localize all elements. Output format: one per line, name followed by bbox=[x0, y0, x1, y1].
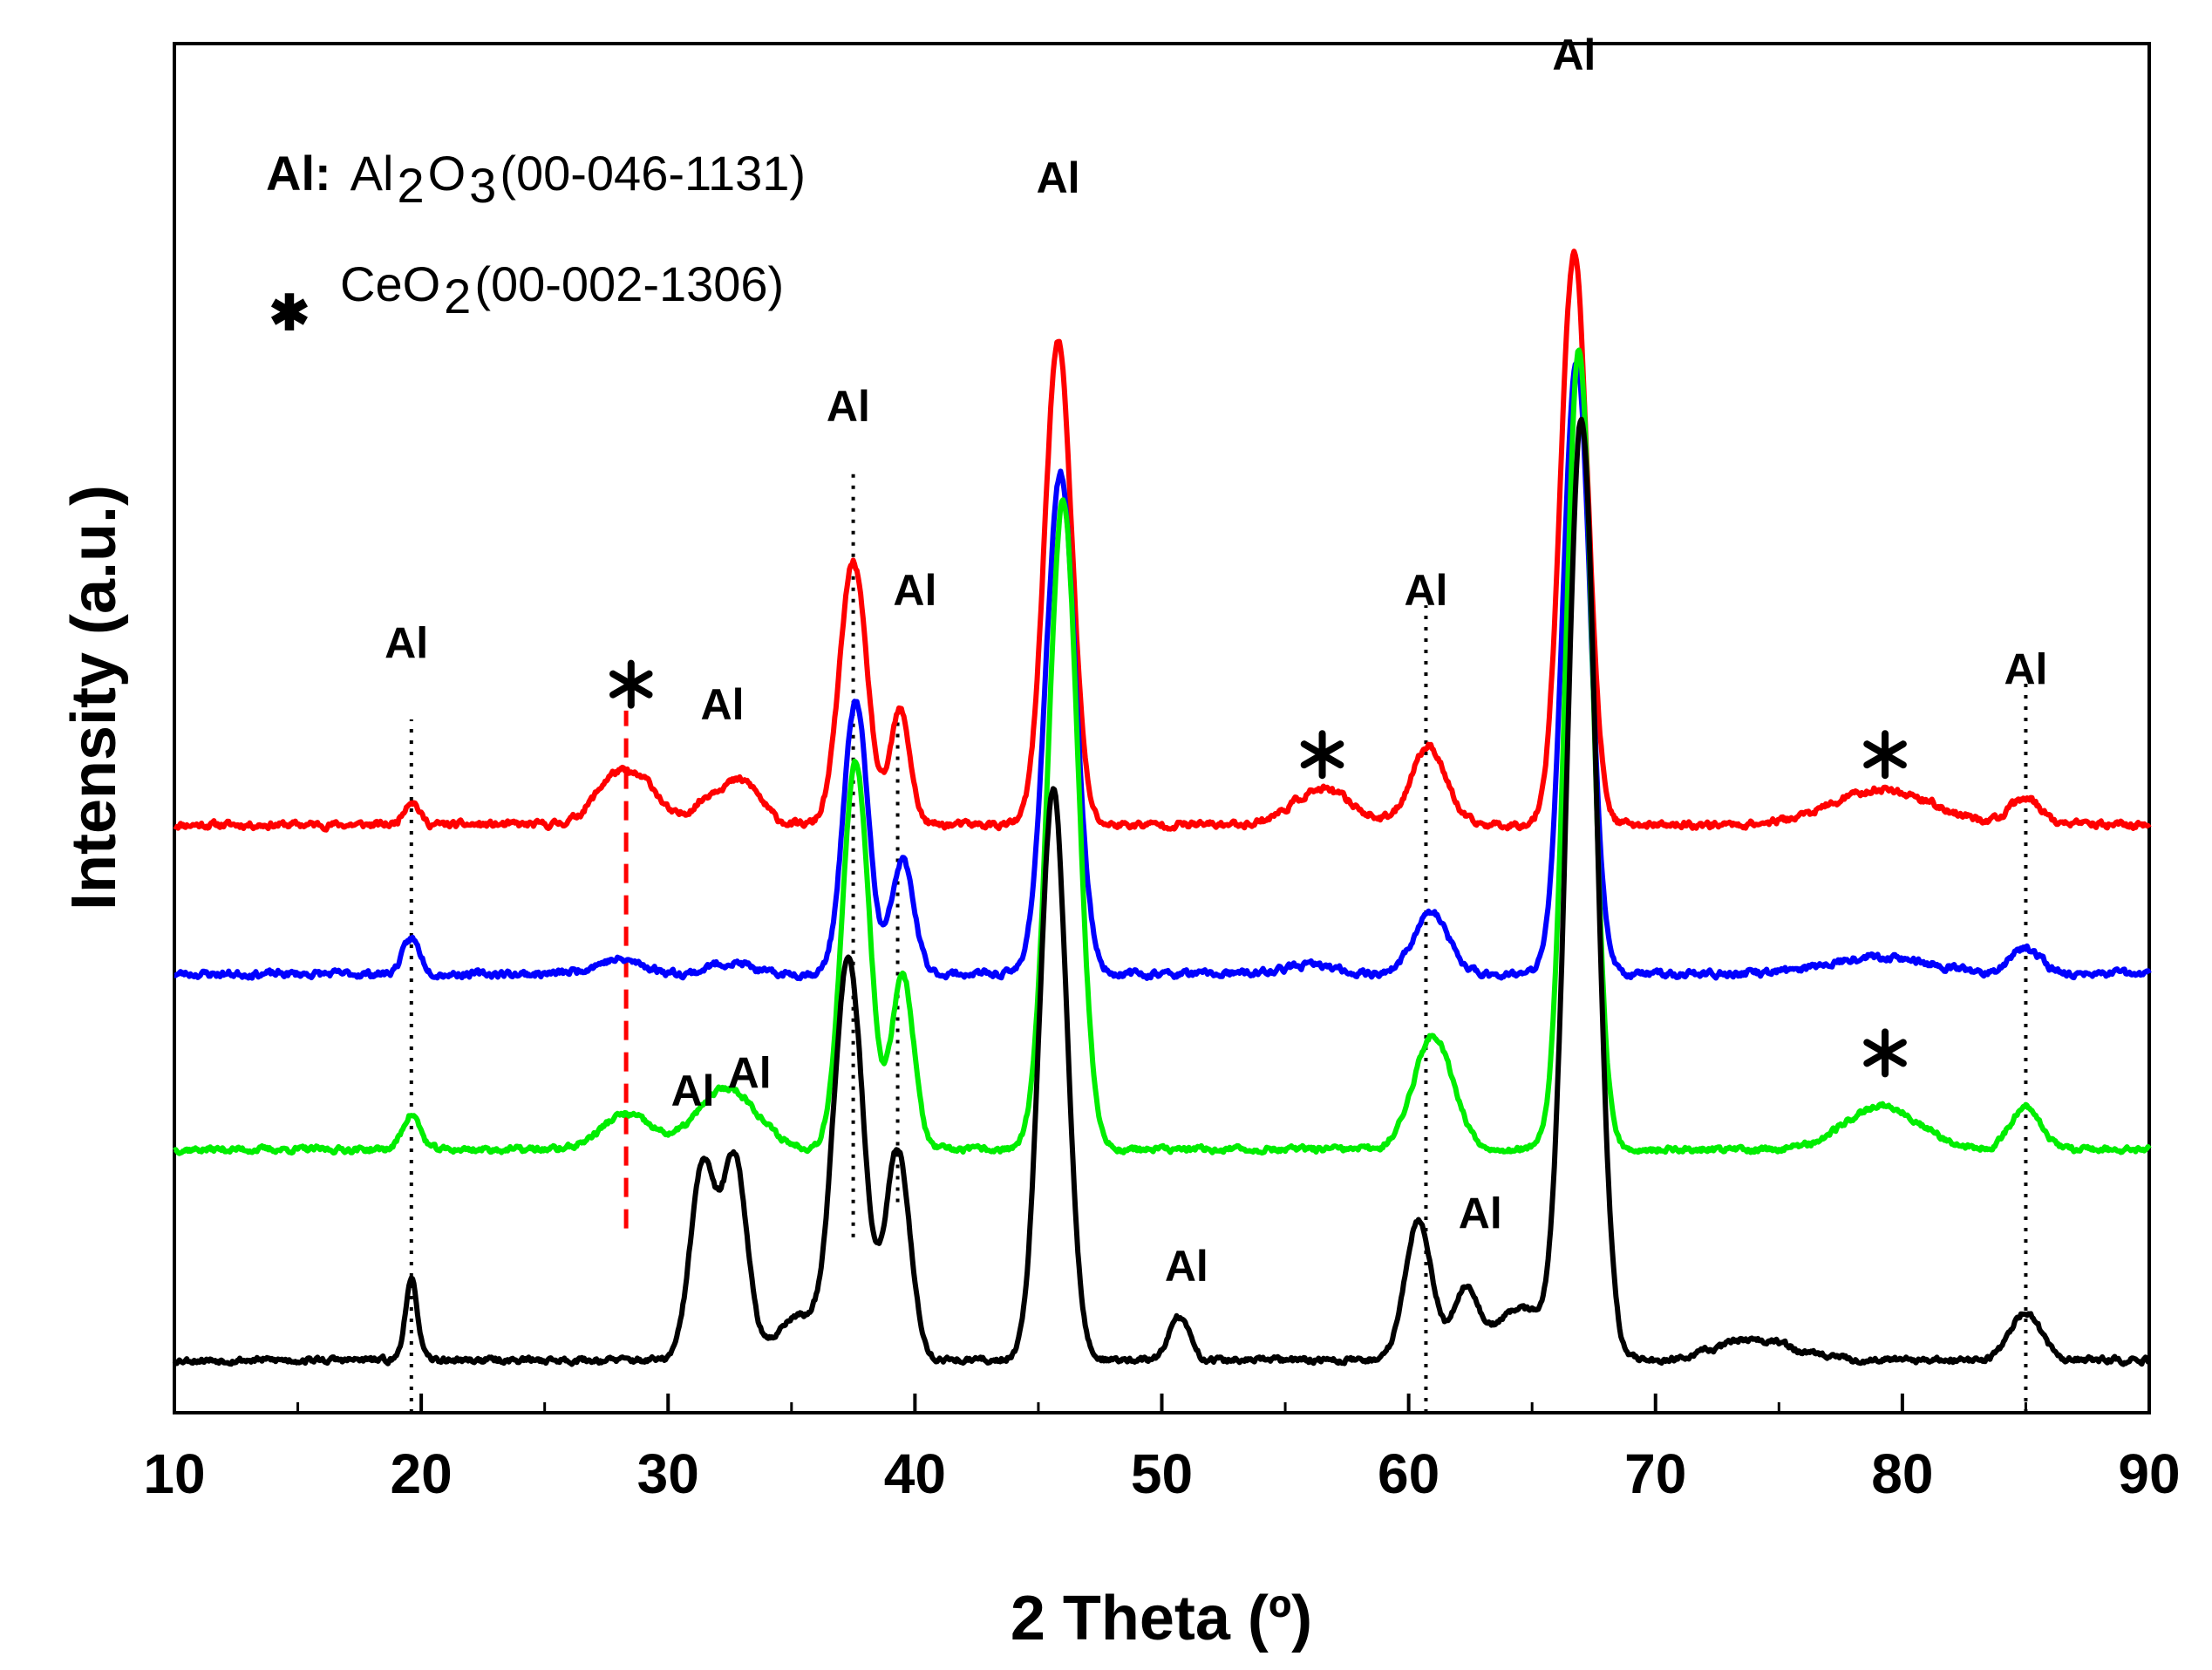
series-red bbox=[173, 249, 2152, 833]
x-tick-label-70: 70 bbox=[1624, 1442, 1686, 1505]
series-green bbox=[173, 347, 2152, 1156]
x-tick-label-20: 20 bbox=[391, 1442, 453, 1505]
peak-label: Al bbox=[701, 680, 745, 729]
plot-frame bbox=[173, 42, 2151, 1414]
x-tick-label-10: 10 bbox=[143, 1442, 205, 1505]
peak-label: Al bbox=[385, 618, 428, 667]
legend: Al: Al 2 O 3 (00-046-1131) CeO 2 (00-002… bbox=[266, 146, 806, 340]
legend-text-o: O bbox=[428, 146, 466, 201]
plot-area: Al Al Al Al Al Al Al Al Al Al Al Al bbox=[172, 31, 2152, 1414]
series-layer bbox=[172, 249, 2152, 1367]
peak-label: Al bbox=[1037, 153, 1080, 202]
peak-annotations: Al Al Al Al Al Al Al Al Al Al Al Al bbox=[385, 31, 2047, 1291]
peak-label: Al bbox=[728, 1049, 772, 1098]
peak-label: Al bbox=[827, 382, 870, 431]
legend-text-ceo: CeO bbox=[340, 256, 440, 311]
x-tick-label-40: 40 bbox=[884, 1442, 946, 1505]
peak-label: Al bbox=[1459, 1189, 1502, 1238]
legend-star-icon: ✱ bbox=[269, 285, 310, 340]
peak-label: Al bbox=[1552, 31, 1596, 79]
x-tick-label-30: 30 bbox=[637, 1442, 699, 1505]
peak-label: Al bbox=[2004, 645, 2047, 694]
legend-text-al: Al bbox=[351, 146, 394, 201]
legend-sub-2: 2 bbox=[397, 158, 424, 213]
ceo2-star-marker bbox=[1863, 1028, 1907, 1078]
x-tick-label-80: 80 bbox=[1871, 1442, 1933, 1505]
legend-ref-al2o3: (00-046-1131) bbox=[500, 146, 806, 201]
x-tick-label-90: 90 bbox=[2118, 1442, 2180, 1505]
ceo2-star-marker bbox=[1300, 730, 1344, 780]
legend-entry-al2o3: Al: Al 2 O 3 (00-046-1131) bbox=[266, 146, 806, 213]
legend-ref-ceo2: (00-002-1306) bbox=[474, 256, 784, 311]
series-black bbox=[172, 416, 2151, 1367]
x-axis-title: 2 Theta (º) bbox=[1011, 1584, 1312, 1653]
y-axis-title: Intensity (a.u.) bbox=[59, 485, 129, 910]
x-ticks bbox=[173, 1394, 2151, 1413]
peak-label: Al bbox=[1404, 566, 1447, 615]
reference-lines bbox=[409, 474, 2028, 1413]
peak-label: Al bbox=[671, 1067, 715, 1115]
legend-sub-2b: 2 bbox=[444, 269, 471, 324]
peak-label: Al bbox=[1165, 1242, 1208, 1291]
series-blue bbox=[173, 360, 2152, 982]
legend-sub-3: 3 bbox=[469, 158, 496, 213]
x-tick-label-50: 50 bbox=[1131, 1442, 1193, 1505]
peak-label: Al bbox=[893, 566, 936, 615]
x-tick-label-60: 60 bbox=[1378, 1442, 1440, 1505]
ceo2-star-marker bbox=[609, 659, 653, 709]
x-tick-labels: 10 20 30 40 50 60 70 80 90 bbox=[143, 1442, 2180, 1505]
ceo2-star-marker bbox=[1863, 730, 1907, 780]
legend-key-al: Al: bbox=[266, 146, 331, 201]
legend-entry-ceo2: CeO 2 (00-002-1306) bbox=[340, 256, 784, 324]
star-markers bbox=[609, 659, 1907, 1078]
